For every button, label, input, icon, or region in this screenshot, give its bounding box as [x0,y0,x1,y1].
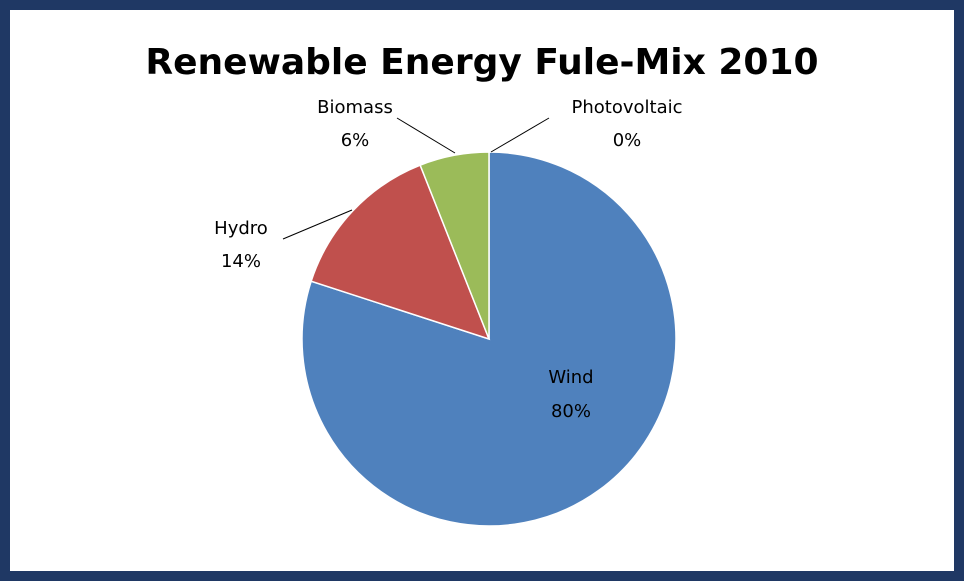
slice-value-wind: 80% [551,401,591,422]
slice-label-biomass: Biomass [317,97,393,118]
leader-lines [282,117,550,240]
pie-slices [301,151,677,527]
leader-line-photovoltaic [490,117,550,153]
slice-label-hydro: Hydro [214,218,268,239]
pie-slice-biomass [419,151,490,340]
slice-label-wind: Wind [548,367,593,388]
slice-value-photovoltaic: 0% [613,130,642,151]
leader-line-biomass [396,117,456,154]
slice-labels: Wind 80% Hydro 14% Biomass 6% Photovoltaic 0% [214,97,682,422]
slice-value-hydro: 14% [221,251,261,272]
chart-title: Renewable Energy Fule-Mix 2010 [145,42,818,83]
pie-slice-hydro [310,164,491,341]
slice-label-photovoltaic: Photovoltaic [572,97,683,118]
slice-value-biomass: 6% [341,130,370,151]
leader-line-hydro [282,209,353,240]
